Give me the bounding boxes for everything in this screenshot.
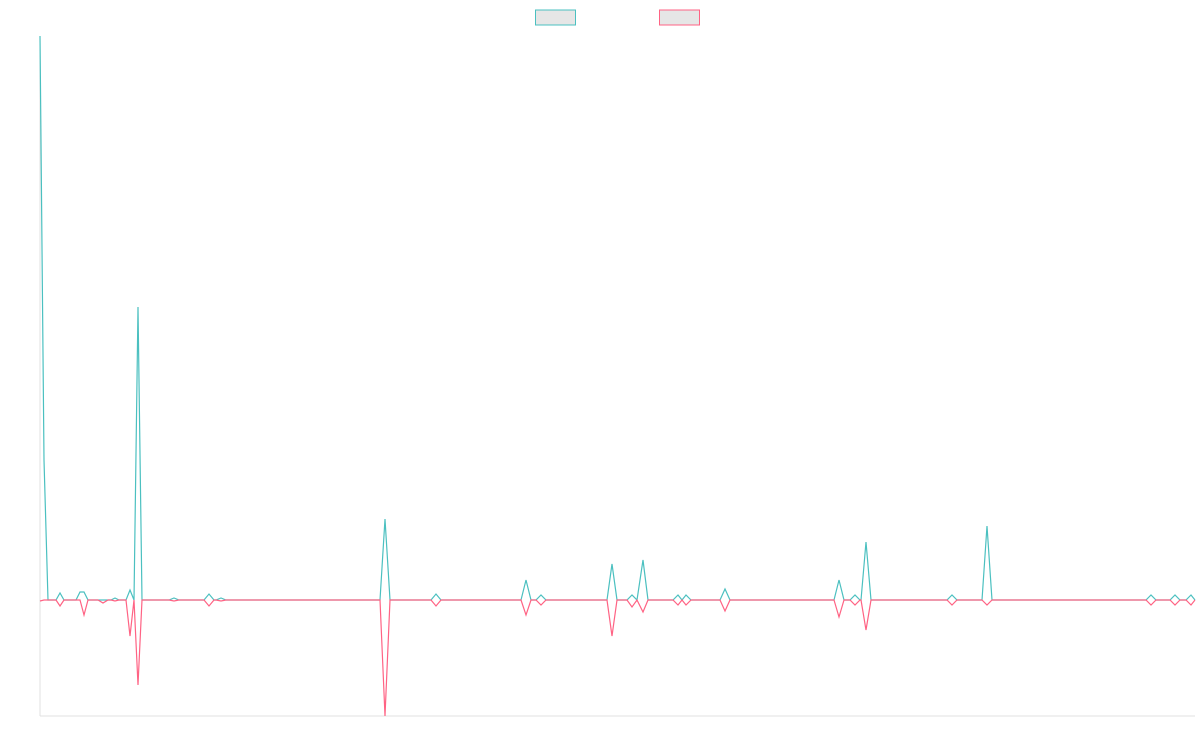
legend-swatch[interactable]: [535, 9, 576, 26]
legend-swatch[interactable]: [659, 9, 700, 26]
series-line: [39, 35, 1196, 602]
series-line: [39, 598, 1196, 717]
